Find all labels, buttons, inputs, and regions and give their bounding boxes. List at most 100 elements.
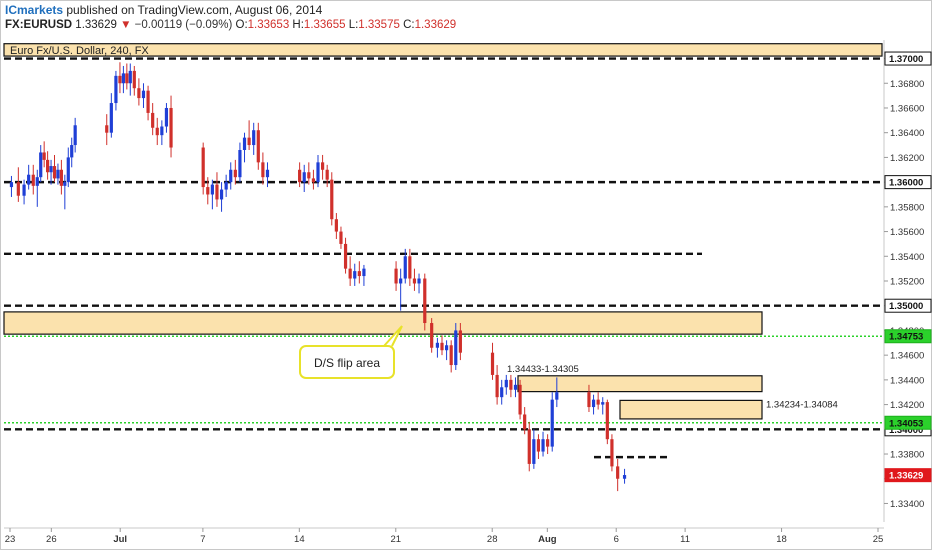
candle-body xyxy=(408,256,412,279)
high-label: H: xyxy=(292,19,304,31)
candle-body xyxy=(201,147,205,188)
down-arrow-icon: ▼ xyxy=(120,19,132,31)
candle-body xyxy=(616,466,620,479)
zone-0 xyxy=(3,43,883,57)
price-tick-label: 1.34600 xyxy=(890,351,924,362)
close-value: 1.33629 xyxy=(414,19,457,31)
candle-body xyxy=(536,439,541,452)
time-tick-label: 11 xyxy=(680,534,690,545)
candle-body xyxy=(114,75,118,104)
callout-text: D/S flip area xyxy=(314,356,380,370)
candle-body xyxy=(339,231,343,244)
candle-body xyxy=(233,169,237,178)
candle-body xyxy=(16,182,20,196)
candle-body xyxy=(550,399,554,447)
price-tick-label: 1.35800 xyxy=(890,202,924,213)
level-label-1-box xyxy=(884,175,932,190)
candle-body xyxy=(302,172,306,183)
time-tick-label: 23 xyxy=(5,534,16,545)
candle-body xyxy=(454,330,458,366)
candle-body xyxy=(325,169,329,180)
level-label-4: 1.34000 xyxy=(889,425,923,436)
candle-body xyxy=(132,70,136,89)
candle-body xyxy=(164,107,169,127)
level-label-0: 1.37000 xyxy=(889,54,923,65)
price-tick-label: 1.35200 xyxy=(890,277,924,288)
candle-body xyxy=(118,75,122,84)
candle-body xyxy=(523,414,527,430)
candle-body xyxy=(440,342,444,351)
price-tick-label: 1.36800 xyxy=(890,79,924,90)
candle-body xyxy=(210,184,214,195)
candle-body xyxy=(444,345,449,351)
high-value: 1.33655 xyxy=(303,19,346,31)
candle-body xyxy=(298,169,302,183)
time-tick-label: 14 xyxy=(294,534,305,545)
candle-body xyxy=(423,278,427,324)
candle-body xyxy=(509,379,513,390)
time-tick-label: Aug xyxy=(538,534,557,545)
candle-body xyxy=(261,162,265,178)
candle-body xyxy=(587,392,591,408)
candle-body xyxy=(155,127,159,136)
candle-body xyxy=(215,184,219,200)
candle-body xyxy=(596,399,600,405)
candle-body xyxy=(238,149,242,178)
candle-body xyxy=(252,130,256,146)
green-level-label-6-box xyxy=(884,329,932,344)
candle-body xyxy=(105,125,109,133)
annotations: D/S flip area xyxy=(299,325,403,379)
candle-body xyxy=(362,268,366,277)
candle-body xyxy=(546,439,550,447)
time-axis[interactable]: 23 26 Jul 7 14 21 28 Aug 6 11 18 25 xyxy=(4,527,884,545)
candle-body xyxy=(412,278,417,284)
brand-logo[interactable]: ICmarkets xyxy=(5,3,64,17)
candle-body xyxy=(219,189,224,200)
published-text: published on TradingView.com, August 06,… xyxy=(66,3,323,17)
candle-body xyxy=(435,342,440,348)
last-price: 1.33629 xyxy=(75,19,117,31)
publish-line: ICmarkets published on TradingView.com, … xyxy=(5,3,322,17)
time-tick-label: 18 xyxy=(776,534,787,545)
candle-body xyxy=(224,182,228,190)
candle-body xyxy=(591,399,596,408)
candle-body xyxy=(31,174,35,186)
ohlc-line: FX:EURUSD 1.33629 ▼ −0.00119 (−0.09%) O:… xyxy=(5,19,456,31)
price-tick-label: 1.36200 xyxy=(890,153,924,164)
price-tick-label: 1.33400 xyxy=(890,499,924,510)
price-tick-label: 1.34200 xyxy=(890,400,924,411)
candle-body xyxy=(247,137,251,146)
current-price-tag-box xyxy=(884,468,932,483)
price-tick-label: 1.33800 xyxy=(890,450,924,461)
candle-body xyxy=(39,152,43,178)
candle-body xyxy=(160,126,164,136)
candle-body xyxy=(334,219,338,232)
price-tick-label: 1.34400 xyxy=(890,375,924,386)
callout-bubble xyxy=(299,325,403,379)
zone-label-3: 1.34234-1.34084 xyxy=(766,399,838,410)
price-axis[interactable]: 1.37000 1.36800 1.36600 1.36400 1.36200 1.360… xyxy=(883,40,932,522)
price-tick-label: 1.36600 xyxy=(890,103,924,114)
candle-body xyxy=(417,278,421,284)
candle-body xyxy=(128,70,132,84)
candle-body xyxy=(49,166,53,173)
candle-body xyxy=(320,162,325,170)
candle-body xyxy=(141,90,146,99)
price-tick-label: 1.35600 xyxy=(890,227,924,238)
zone-label-2: 1.34433-1.34305 xyxy=(507,364,579,375)
time-tick-label: 26 xyxy=(46,534,57,545)
candle-body xyxy=(348,268,352,279)
zone-3 xyxy=(619,399,763,420)
candle-body xyxy=(622,475,627,479)
time-tick-label: Jul xyxy=(113,534,127,545)
candle-body xyxy=(9,182,14,188)
candle-body xyxy=(394,268,398,284)
candle-body xyxy=(137,88,141,99)
candle-body xyxy=(555,392,559,400)
candle-body xyxy=(490,352,495,375)
candle-body xyxy=(46,159,50,173)
candle-body xyxy=(518,384,522,415)
supply-demand-zones: 1.34433-1.34305 1.34234-1.34084 xyxy=(3,43,883,420)
candle-body xyxy=(330,179,334,220)
